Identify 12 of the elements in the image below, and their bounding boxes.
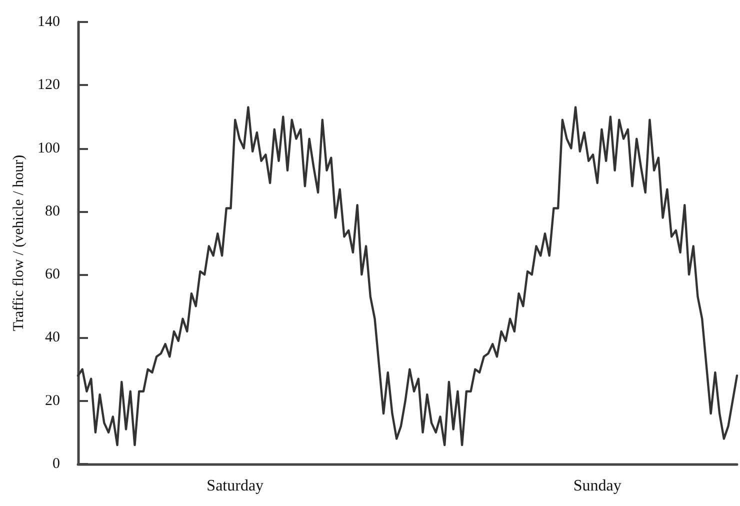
y-tick-label: 100	[38, 140, 60, 156]
x-tick-label: Saturday	[206, 478, 264, 494]
y-tick-label: 40	[45, 330, 60, 346]
y-tick-label: 140	[38, 14, 60, 30]
y-axis-title: Traffic flow / (vehicle / hour)	[11, 154, 28, 332]
y-tick-label: 80	[45, 203, 60, 220]
y-tick-label: 120	[38, 77, 60, 94]
y-tick-label: 20	[45, 392, 60, 409]
line-series	[76, 106, 738, 446]
y-tick-label: 60	[45, 266, 60, 283]
x-tick-label: Sunday	[573, 478, 622, 494]
y-tick-label: 0	[52, 456, 60, 472]
